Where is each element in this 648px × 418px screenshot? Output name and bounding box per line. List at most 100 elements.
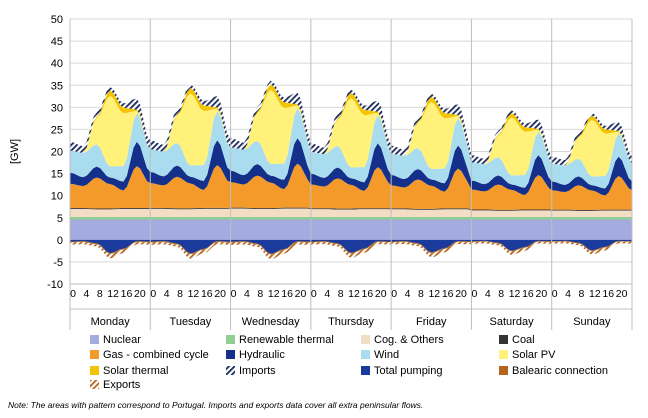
x-tick-label: 16 [362, 288, 374, 300]
x-tick-label: 8 [338, 288, 344, 300]
y-tick-label: 40 [51, 58, 63, 70]
legend-swatch [226, 366, 235, 375]
x-tick-label: 12 [188, 288, 200, 300]
series-area-nuclear [70, 219, 632, 240]
legend: Nuclear Renewable thermal Cog. & Others Coa… [90, 334, 608, 391]
legend-label: Renewable thermal [239, 334, 334, 346]
y-tick-label: 35 [51, 80, 63, 92]
x-tick-label: 12 [107, 288, 119, 300]
legend-label: Hydraulic [239, 349, 285, 361]
legend-label: Cog. & Others [374, 334, 444, 346]
y-tick-label: 20 [51, 147, 63, 159]
x-tick-label: 12 [428, 288, 440, 300]
series-area-cog-others [70, 208, 632, 217]
y-axis-title: [GW] [9, 139, 21, 164]
legend-label: Balearic connection [512, 365, 608, 377]
x-tick-label: 4 [164, 288, 170, 300]
x-tick-label: 8 [177, 288, 183, 300]
series-area-gas-combined-cycle [70, 163, 632, 210]
legend-label: Wind [374, 349, 399, 361]
legend-label: Solar PV [512, 349, 556, 361]
legend-swatch [499, 366, 508, 375]
chart-footnote: Note: The areas with pattern correspond … [8, 400, 423, 410]
x-tick-label: 16 [602, 288, 614, 300]
x-tick-label: 0 [150, 288, 156, 300]
x-tick-label: 20 [535, 288, 547, 300]
day-label: Tuesday [170, 316, 212, 328]
x-tick-label: 8 [498, 288, 504, 300]
x-tick-label: 8 [97, 288, 103, 300]
legend-swatch [361, 350, 370, 359]
series-area-solar-pv [70, 89, 632, 177]
legend-label: Exports [103, 379, 141, 391]
x-tick-label: 0 [70, 288, 76, 300]
day-label: Wednesday [242, 316, 300, 328]
x-tick-label: 16 [201, 288, 213, 300]
x-tick-label: 4 [565, 288, 571, 300]
series-area-wind [70, 107, 632, 189]
day-label: Friday [416, 316, 447, 328]
x-tick-label: 20 [214, 288, 226, 300]
legend-label: Imports [239, 365, 276, 377]
x-tick-label: 12 [589, 288, 601, 300]
legend-swatch [226, 335, 235, 344]
legend-swatch [499, 335, 508, 344]
legend-swatch [361, 366, 370, 375]
x-tick-label: 0 [552, 288, 558, 300]
series-area-renewable-thermal [70, 216, 632, 220]
series-area-coal [70, 207, 632, 211]
x-tick-label: 0 [311, 288, 317, 300]
series-area-imports [70, 80, 632, 166]
series-area-balearic-connection [70, 240, 632, 255]
legend-swatch [90, 335, 99, 344]
y-tick-label: 5 [57, 213, 63, 225]
y-tick-label: 15 [51, 169, 63, 181]
y-tick-label: -5 [53, 257, 63, 269]
x-tick-label: 4 [244, 288, 250, 300]
x-tick-label: 4 [83, 288, 89, 300]
series-area-total-pumping [70, 239, 632, 254]
y-tick-label: 25 [51, 124, 63, 136]
day-label: Saturday [490, 316, 535, 328]
legend-label: Coal [512, 334, 535, 346]
x-tick-label: 8 [257, 288, 263, 300]
x-tick-label: 20 [295, 288, 307, 300]
legend-label: Gas - combined cycle [103, 349, 209, 361]
x-tick-label: 20 [616, 288, 628, 300]
x-tick-label: 16 [522, 288, 534, 300]
y-tick-label: 50 [51, 14, 63, 26]
x-tick-label: 12 [509, 288, 521, 300]
x-tick-label: 12 [268, 288, 280, 300]
legend-swatch [90, 350, 99, 359]
x-tick-label: 20 [134, 288, 146, 300]
y-tick-label: 45 [51, 36, 63, 48]
legend-swatch [499, 350, 508, 359]
x-tick-label: 4 [405, 288, 411, 300]
day-label: Monday [91, 316, 131, 328]
legend-label: Solar thermal [103, 365, 168, 377]
x-tick-label: 0 [391, 288, 397, 300]
y-tick-label: 10 [51, 191, 63, 203]
x-tick-label: 20 [375, 288, 387, 300]
legend-swatch [90, 380, 99, 389]
legend-swatch [361, 335, 370, 344]
x-tick-label: 16 [281, 288, 293, 300]
x-tick-label: 16 [442, 288, 454, 300]
series-area-exports [70, 241, 632, 260]
legend-swatch [226, 350, 235, 359]
x-tick-label: 8 [418, 288, 424, 300]
series-area-solar-thermal [70, 84, 632, 166]
y-tick-label: 0 [57, 235, 63, 247]
series-areas [70, 80, 632, 260]
x-tick-label: 0 [472, 288, 478, 300]
x-tick-label: 12 [348, 288, 360, 300]
day-label: Thursday [328, 316, 374, 328]
x-tick-label: 4 [485, 288, 491, 300]
y-tick-label: 30 [51, 102, 63, 114]
day-label: Sunday [573, 316, 611, 328]
legend-swatch [90, 366, 99, 375]
x-tick-label: 4 [324, 288, 330, 300]
legend-label: Total pumping [374, 365, 443, 377]
